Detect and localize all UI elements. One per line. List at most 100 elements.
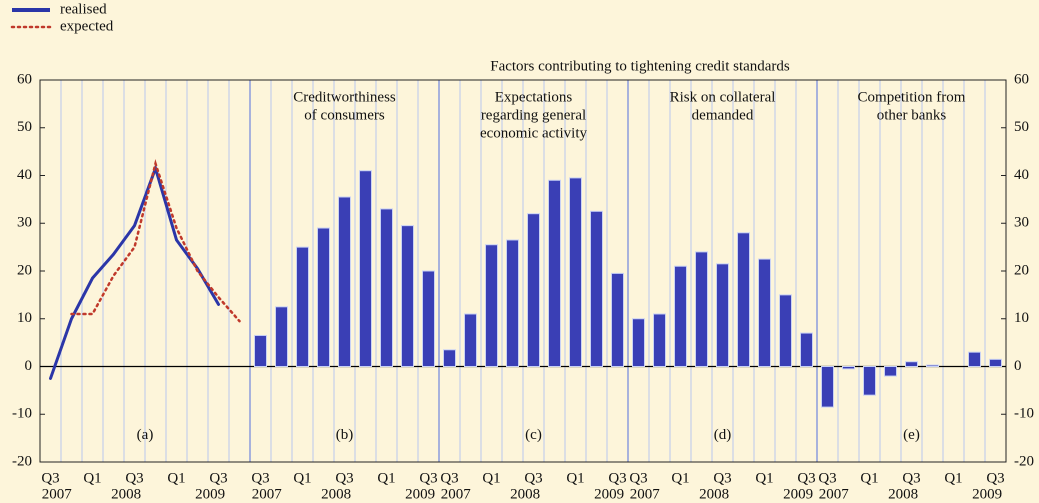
legend-label: expected <box>60 18 114 34</box>
y-tick-label: 30 <box>17 215 32 231</box>
bar <box>317 227 330 367</box>
bar <box>359 170 372 367</box>
x-year-label: 2007 <box>630 486 661 502</box>
bar <box>653 313 666 368</box>
x-year-label: 2008 <box>699 486 729 502</box>
x-tick-label: Q3 <box>335 470 353 486</box>
panel-title: regarding general <box>481 107 586 123</box>
x-tick-label: Q1 <box>293 470 311 486</box>
x-tick-label: Q3 <box>524 470 542 486</box>
x-tick-label: Q1 <box>860 470 878 486</box>
panel-title: of consumers <box>304 107 385 123</box>
x-tick-label: Q1 <box>755 470 773 486</box>
x-tick-label: Q3 <box>251 470 269 486</box>
x-year-label: 2009 <box>195 486 225 502</box>
x-year-label: 2007 <box>252 486 283 502</box>
bar <box>632 318 645 367</box>
x-tick-label: Q3 <box>41 470 59 486</box>
panel-label: (b) <box>336 427 354 443</box>
x-year-label: 2007 <box>42 486 73 502</box>
chart-title: Factors contributing to tightening credi… <box>490 58 790 74</box>
x-tick-label: Q1 <box>566 470 584 486</box>
y2-tick-label: -10 <box>1014 406 1034 422</box>
x-year-label: 2008 <box>510 486 540 502</box>
bar <box>401 225 414 367</box>
x-tick-label: Q3 <box>440 470 458 486</box>
panel-title: Risk on collateral <box>670 89 776 105</box>
panel-label: (e) <box>903 427 920 443</box>
bar <box>800 332 813 368</box>
panel-label: (a) <box>137 427 154 443</box>
bar <box>674 265 687 368</box>
panel-title: demanded <box>692 107 754 123</box>
bar <box>338 196 351 367</box>
bar <box>611 272 624 368</box>
bar <box>569 177 582 367</box>
x-year-label: 2009 <box>405 486 435 502</box>
bar <box>758 258 771 367</box>
y2-tick-label: 50 <box>1014 119 1029 135</box>
y2-tick-label: 40 <box>1014 167 1029 183</box>
bar <box>590 210 603 367</box>
y-tick-label: -20 <box>12 453 32 469</box>
y2-tick-label: -20 <box>1014 453 1034 469</box>
y-tick-label: 50 <box>17 119 32 135</box>
x-tick-label: Q3 <box>902 470 920 486</box>
bar <box>968 351 981 367</box>
bar <box>695 251 708 367</box>
x-tick-label: Q3 <box>797 470 815 486</box>
x-year-label: 2008 <box>321 486 351 502</box>
bar <box>443 349 456 368</box>
x-tick-label: Q3 <box>419 470 437 486</box>
line-series <box>70 159 241 323</box>
bar <box>863 366 876 396</box>
y-tick-label: 40 <box>17 167 32 183</box>
y-tick-label: 20 <box>17 262 32 278</box>
bar <box>296 246 309 367</box>
bar <box>464 313 477 368</box>
panel-title: other banks <box>877 107 947 123</box>
x-tick-label: Q1 <box>83 470 101 486</box>
panel-title: Creditworthiness <box>293 89 396 105</box>
x-year-label: 2009 <box>972 486 1002 502</box>
x-year-label: 2007 <box>441 486 472 502</box>
panel-title: economic activity <box>480 125 588 141</box>
bar <box>716 263 729 367</box>
panel-label: (c) <box>525 427 542 443</box>
bar <box>989 358 1002 367</box>
x-year-label: 2008 <box>111 486 141 502</box>
y-tick-label: -10 <box>12 406 32 422</box>
x-tick-label: Q1 <box>377 470 395 486</box>
x-year-label: 2008 <box>888 486 918 502</box>
x-tick-label: Q3 <box>125 470 143 486</box>
panel-title: Competition from <box>858 89 966 105</box>
y2-tick-label: 20 <box>1014 262 1029 278</box>
x-tick-label: Q3 <box>629 470 647 486</box>
x-tick-label: Q1 <box>671 470 689 486</box>
bar <box>380 208 393 367</box>
x-tick-label: Q3 <box>818 470 836 486</box>
x-tick-label: Q3 <box>608 470 626 486</box>
panel-label: (d) <box>714 427 732 443</box>
x-year-label: 2007 <box>819 486 850 502</box>
x-year-label: 2009 <box>594 486 624 502</box>
y2-tick-label: 60 <box>1014 71 1029 87</box>
y2-tick-label: 10 <box>1014 310 1029 326</box>
line-series <box>49 163 220 380</box>
x-tick-label: Q3 <box>209 470 227 486</box>
bar <box>926 364 939 368</box>
bar <box>485 244 498 367</box>
x-year-label: 2009 <box>783 486 813 502</box>
panel-title: Expectations <box>495 89 573 105</box>
bar <box>842 366 855 370</box>
x-tick-label: Q3 <box>986 470 1004 486</box>
y2-tick-label: 30 <box>1014 215 1029 231</box>
bar <box>737 232 750 367</box>
bar <box>548 179 561 367</box>
x-tick-label: Q1 <box>482 470 500 486</box>
x-tick-label: Q3 <box>713 470 731 486</box>
bar <box>527 213 540 367</box>
bar <box>422 270 435 367</box>
bar <box>884 366 897 377</box>
bar <box>905 361 918 368</box>
